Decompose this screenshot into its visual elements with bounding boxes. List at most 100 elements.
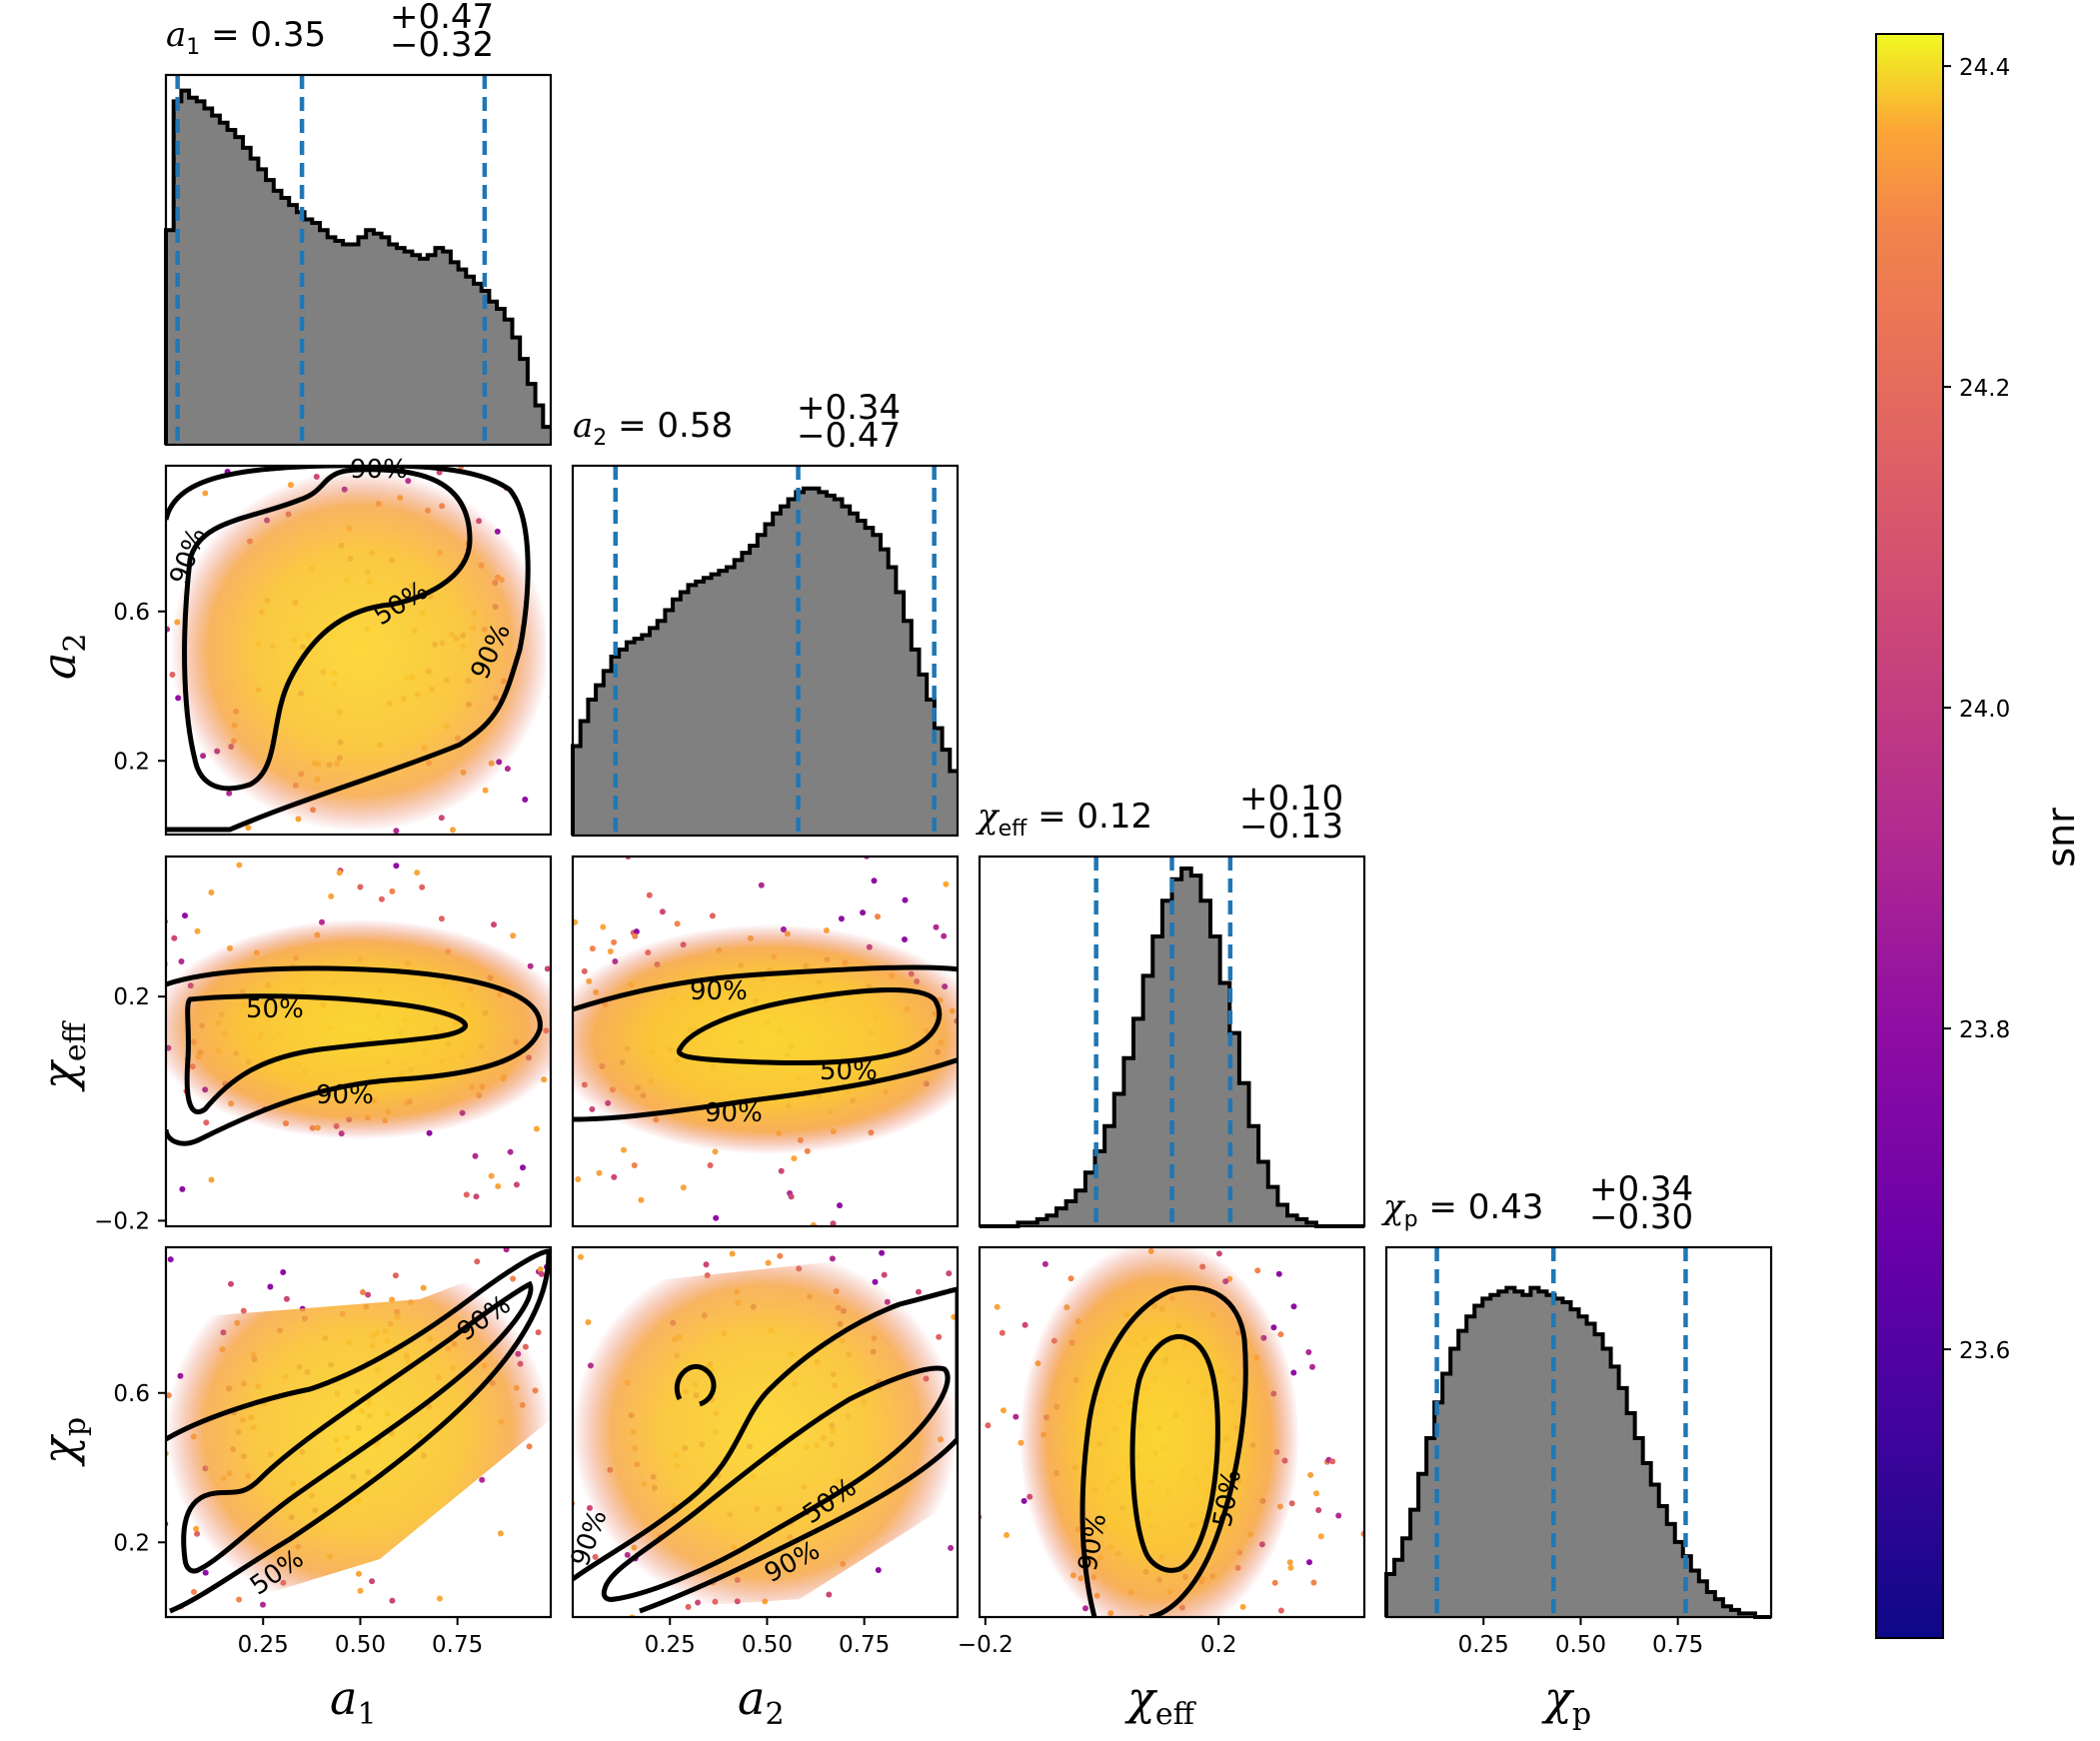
- svg-text:−0.30: −0.30: [1589, 1197, 1693, 1237]
- contour-label-90-a2-a1-top: 90%: [350, 455, 408, 485]
- a2-a1-point: [159, 729, 165, 735]
- chi-p-a1-point: [63, 1559, 69, 1565]
- chi-p-chi-eff-point: [1063, 1713, 1069, 1719]
- x-ticks-a2: 0.25 0.50 0.75: [645, 1617, 890, 1658]
- chi-p-a1-point: [108, 1411, 114, 1417]
- chi-p-a1-point: [100, 1406, 106, 1412]
- chi-p-a1-point: [51, 1491, 57, 1497]
- chi-eff-a1-point: [125, 1079, 131, 1085]
- chi-p-chi-eff-point: [1317, 1533, 1324, 1540]
- colorbar-label: snr: [2039, 808, 2083, 868]
- chi-eff-a1-point: [393, 863, 400, 870]
- chi-eff-a1-point: [419, 883, 426, 890]
- chi-eff-a1-point: [142, 1104, 148, 1110]
- chi-eff-a2-point: [560, 1066, 566, 1072]
- chi-eff-a1-point: [94, 1007, 100, 1013]
- x-tick-label: 0.25: [1458, 1632, 1509, 1658]
- chi-eff-a1-point: [328, 892, 335, 899]
- a2-a1-point: [442, 458, 448, 464]
- chi-p-a1-point: [137, 1623, 143, 1629]
- chi-eff-a1-point: [389, 887, 396, 894]
- chi-eff-a1-point: [96, 1088, 102, 1094]
- title-a1: a1 = 0.35 +0.47 −0.32: [166, 0, 494, 65]
- chi-p-chi-eff-point: [1046, 1706, 1051, 1712]
- density-cloud-chi-eff-a2: [573, 924, 958, 1154]
- svg-text:a2: a2: [738, 1671, 785, 1732]
- chi-p-chi-eff-point: [1305, 1349, 1312, 1355]
- chi-p-a1-point: [167, 1256, 174, 1263]
- chi-eff-a1-point: [84, 983, 90, 989]
- chi-eff-a1-point: [138, 1135, 144, 1141]
- chi-eff-a1-point: [472, 1152, 479, 1159]
- x-tick-label: 0.50: [1555, 1632, 1606, 1658]
- chi-p-a1-point: [267, 1283, 274, 1290]
- chi-eff-a1-point: [106, 965, 112, 971]
- chi-eff-a2-point: [713, 1214, 720, 1221]
- x-axis-label-chi-p: χp: [1541, 1671, 1591, 1732]
- chi-eff-a2-point: [1039, 969, 1045, 975]
- chi-p-chi-eff-point: [967, 1312, 973, 1318]
- chi-p-chi-eff-point: [971, 1287, 977, 1293]
- chi-p-a1-point: [107, 1467, 113, 1473]
- a2-a1-point: [560, 511, 566, 517]
- chi-p-chi-eff-point: [992, 1179, 998, 1185]
- svg-text:χp: χp: [1541, 1671, 1591, 1732]
- chi-eff-a2-point: [683, 1230, 689, 1236]
- x-axis-label-a2: a2: [738, 1671, 785, 1732]
- chi-p-a2-point: [1035, 1131, 1041, 1137]
- chi-p-a2-point: [777, 1252, 784, 1259]
- chi-p-chi-eff-point: [1287, 1564, 1294, 1571]
- colorbar-tick-label: 23.8: [1959, 1017, 2010, 1043]
- chi-eff-a1-point: [488, 1172, 495, 1179]
- title-chi-eff: χeff = 0.12 +0.10 −0.13: [976, 779, 1343, 847]
- colorbar: 23.6 23.8 24.0 24.2 24.4 snr: [1875, 33, 2083, 1639]
- chi-p-a1-point: [116, 1365, 122, 1371]
- chi-eff-a2-point: [1016, 1019, 1022, 1025]
- chi-eff-a1-point: [148, 1137, 154, 1143]
- chi-eff-a2-point: [632, 932, 639, 939]
- scatter-panel-chi-eff-vs-a1: 50% 90%: [84, 855, 553, 1228]
- chi-p-chi-eff-point: [1315, 1507, 1322, 1513]
- chi-p-chi-eff-point: [1163, 1619, 1169, 1625]
- a2-a1-point: [566, 650, 572, 656]
- chi-p-chi-eff-point: [1143, 1641, 1149, 1647]
- chi-p-chi-eff-point: [1275, 1270, 1282, 1277]
- chi-p-a1-point: [360, 1289, 366, 1295]
- y-axis-label-chi-eff: χeff: [32, 1019, 93, 1092]
- chi-p-chi-eff-point: [1040, 1691, 1046, 1697]
- histogram-a1: [164, 73, 553, 447]
- y-tick-label: 0.2: [113, 1530, 150, 1556]
- scatter-panel-chi-p-vs-a1: 90% 50%: [51, 1245, 553, 1644]
- chi-eff-a2-point: [707, 1162, 714, 1168]
- chi-eff-a1-point: [134, 1053, 140, 1059]
- svg-text:+0.34: +0.34: [1589, 1169, 1693, 1209]
- chi-p-a1-point: [137, 1479, 143, 1485]
- histogram-outline-a2: [571, 486, 958, 836]
- chi-eff-a2-point: [860, 909, 867, 916]
- contour-90-chi-eff-a1: [166, 965, 543, 1146]
- chi-p-a2-point: [902, 1228, 908, 1234]
- chi-p-a1-point: [293, 1638, 299, 1644]
- a2-a1-point: [587, 506, 593, 512]
- chi-eff-a1-point: [544, 965, 551, 972]
- chi-p-chi-eff-point: [1017, 1184, 1023, 1190]
- chi-p-chi-eff-point: [1121, 1650, 1127, 1656]
- chi-eff-a2-point: [981, 1027, 987, 1033]
- scatter-panel-chi-p-vs-a2: 50% 90% 90%: [566, 1131, 1041, 1619]
- chi-p-a1-point: [497, 1530, 504, 1537]
- chi-eff-a2-point: [933, 923, 940, 930]
- chi-p-a1-point: [420, 1284, 427, 1291]
- chi-eff-a2-point: [671, 1227, 677, 1233]
- chi-eff-a2-point: [1276, 918, 1282, 924]
- svg-text:χeff = 0.12: χeff = 0.12: [976, 797, 1152, 842]
- chi-eff-a2-point: [902, 896, 909, 903]
- chi-eff-a1-point: [86, 934, 92, 940]
- chi-eff-a1-point: [208, 1176, 215, 1183]
- chi-eff-a2-point: [1152, 902, 1158, 908]
- chi-eff-a2-point: [596, 1169, 603, 1176]
- chi-eff-a2-point: [966, 1105, 972, 1111]
- chi-p-chi-eff-point: [1277, 1607, 1284, 1614]
- chi-p-chi-eff-point: [999, 1329, 1006, 1336]
- chi-eff-a2-point: [633, 928, 640, 935]
- chi-p-a2-point: [959, 1492, 965, 1498]
